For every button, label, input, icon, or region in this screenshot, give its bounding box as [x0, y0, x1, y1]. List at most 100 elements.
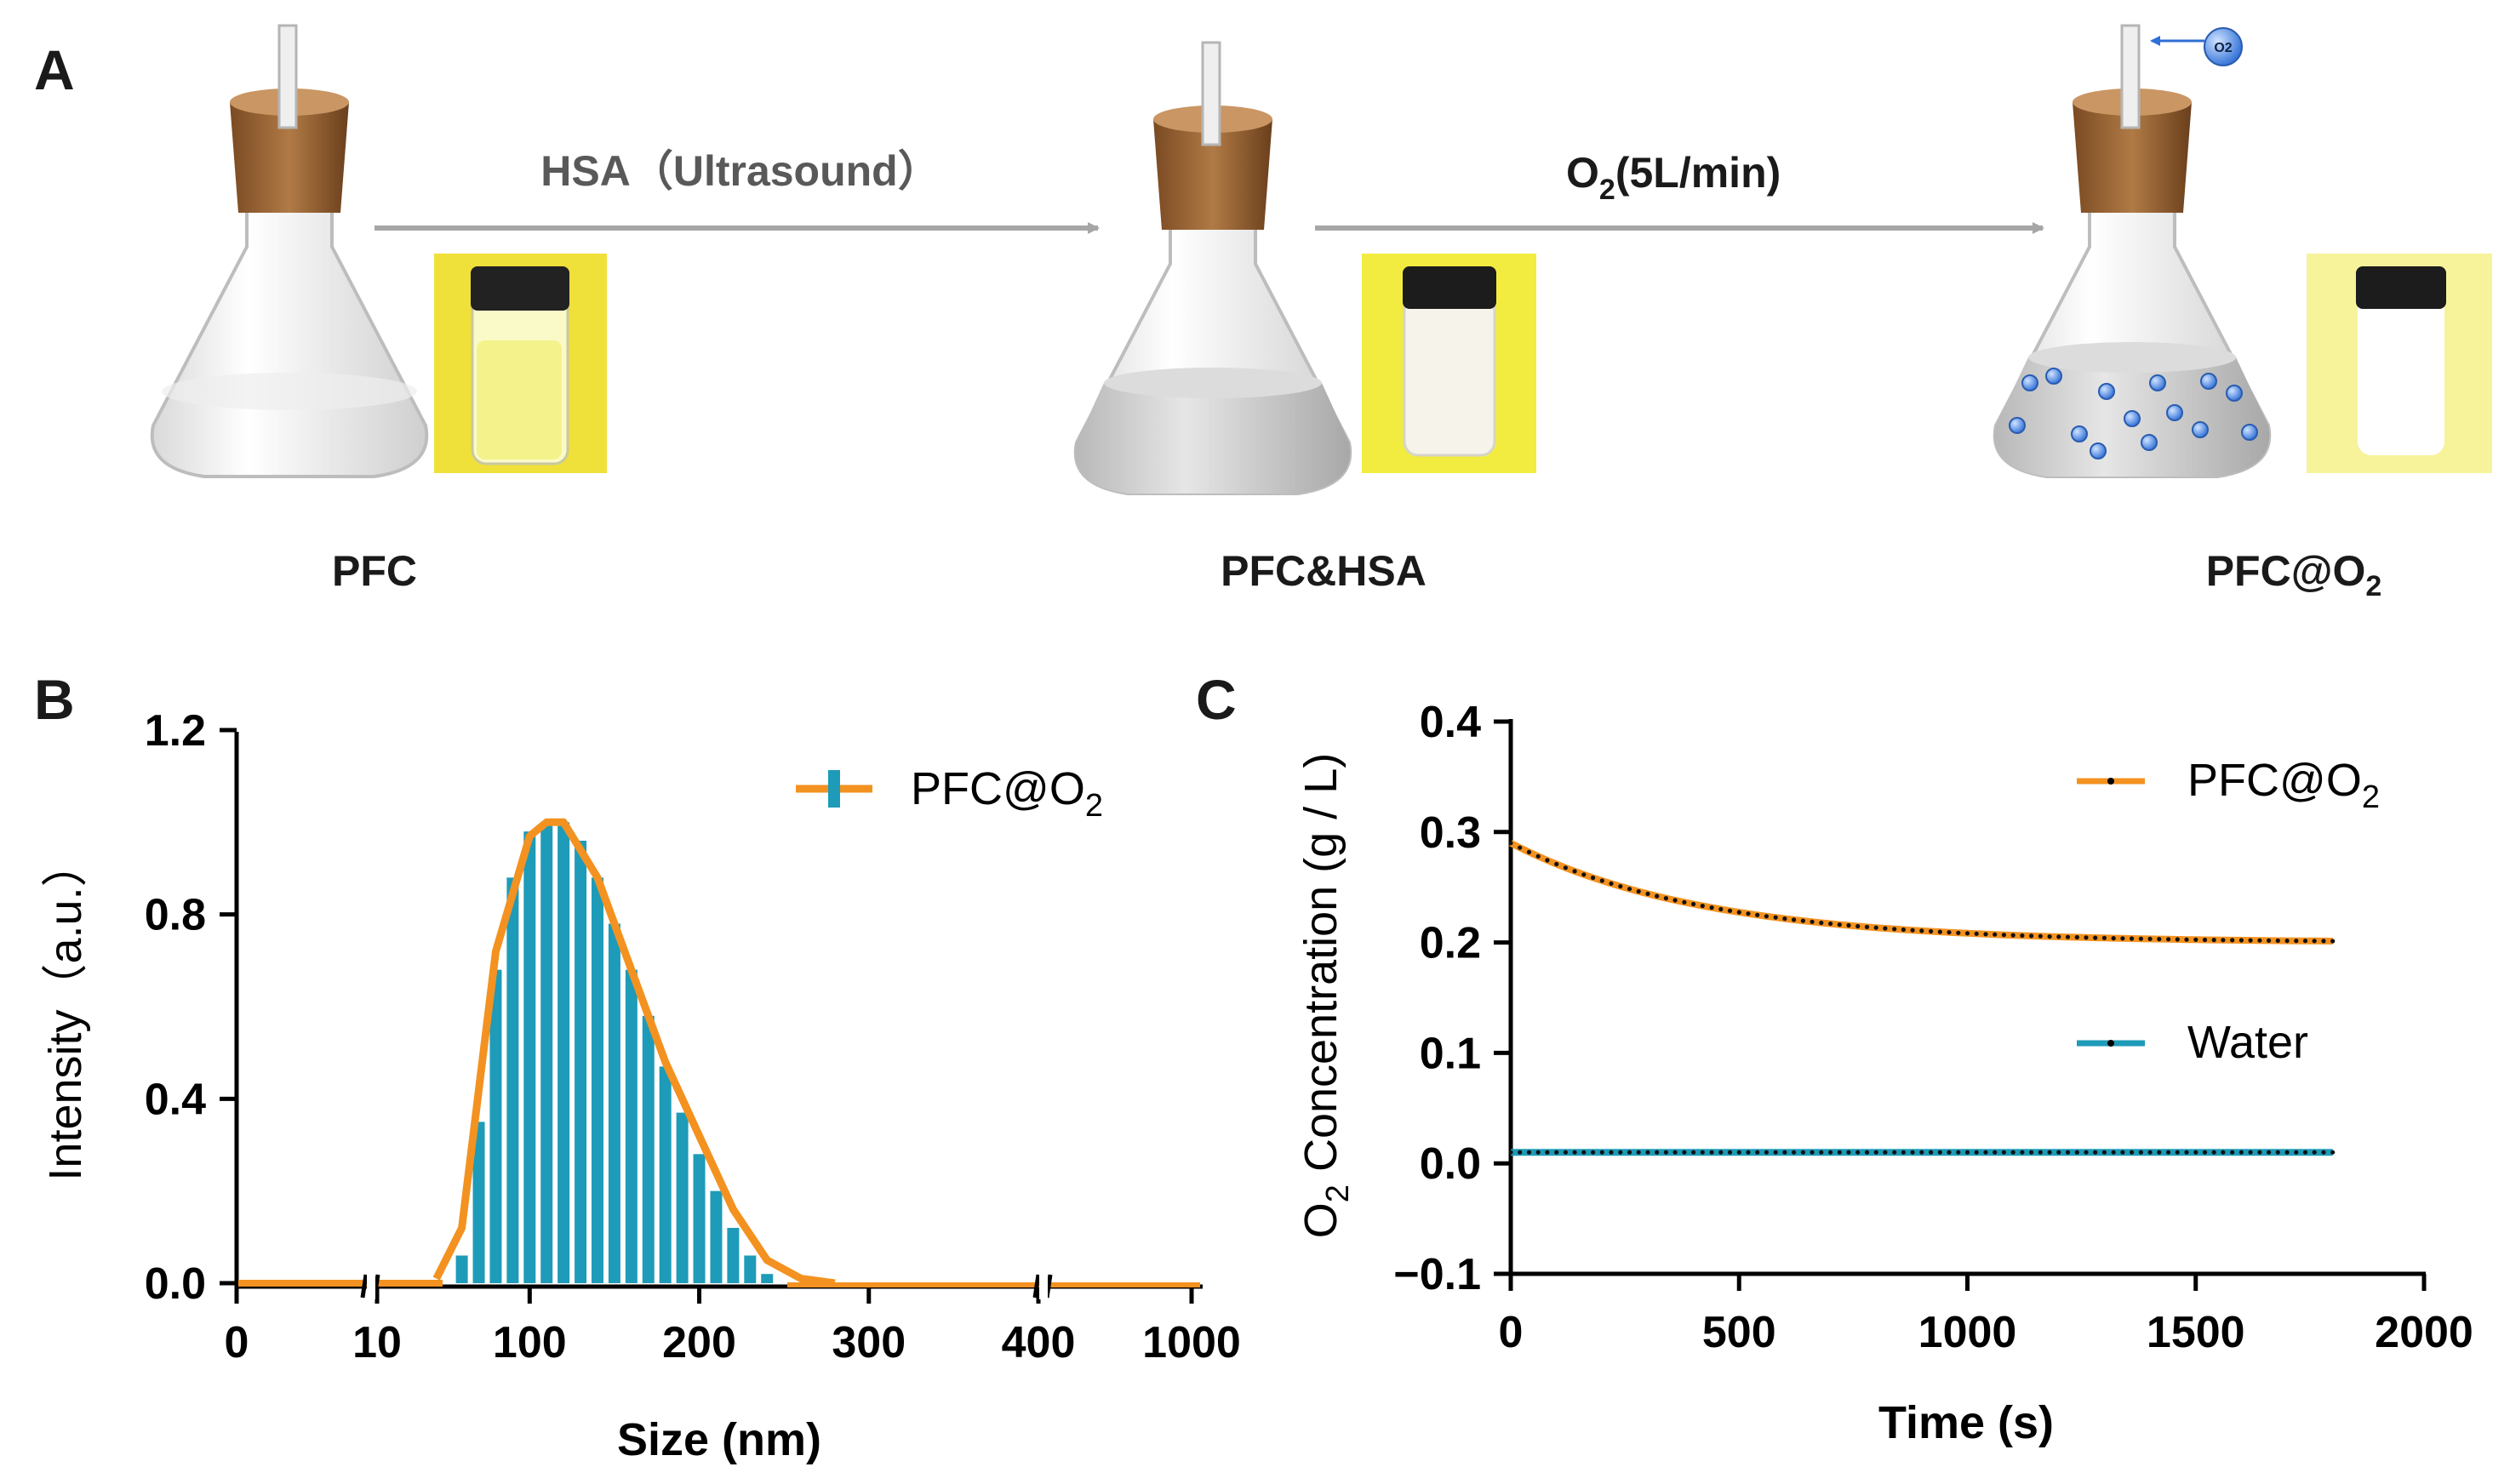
data-point	[2257, 938, 2262, 943]
data-point	[2093, 935, 2098, 940]
data-point	[1846, 922, 1851, 928]
data-point	[1627, 1150, 1632, 1155]
data-point	[1618, 884, 1623, 889]
data-point	[1883, 926, 1888, 931]
data-point	[1682, 1150, 1687, 1155]
panel-c: C −0.1 0.0 0.1 0.2 0.3 0.4 0 500 1000 1500 2000 T…	[1196, 668, 2473, 1448]
data-point	[1554, 1150, 1559, 1155]
y-tick-label: 0.4	[145, 1075, 206, 1124]
panel-c-legend: PFC@O2 Water	[2077, 755, 2380, 1068]
data-point	[1563, 865, 1568, 870]
data-point	[2020, 1150, 2025, 1155]
data-point	[2284, 1150, 2290, 1155]
arrow-2-label: O2(5L/min)	[1566, 149, 1781, 206]
step-label-pfc: PFC	[332, 547, 417, 595]
data-point	[2157, 937, 2162, 942]
data-point	[1937, 929, 1942, 934]
data-point	[1691, 901, 1696, 907]
data-point	[1700, 904, 1705, 909]
data-point	[1947, 930, 1952, 935]
flask-body	[150, 168, 429, 478]
data-point	[1591, 875, 1596, 881]
data-point	[1636, 1150, 1641, 1155]
data-point	[1518, 1150, 1523, 1155]
legend-bar-swatch	[828, 770, 840, 808]
data-point	[2248, 938, 2253, 943]
data-point	[1645, 891, 1650, 896]
data-point	[2120, 936, 2125, 941]
data-point	[1864, 924, 1870, 929]
data-point	[1736, 910, 1741, 915]
data-point	[1828, 1150, 1833, 1155]
panel-c-y-ticks: −0.1 0.0 0.1 0.2 0.3 0.4	[1393, 698, 1511, 1299]
data-point	[2056, 1150, 2061, 1155]
step-label-pfc-o2: PFC@O2	[2206, 547, 2382, 602]
data-point	[1929, 1150, 1934, 1155]
oxygen-bubbles	[2009, 368, 2258, 459]
data-point	[1800, 918, 1805, 923]
data-point	[2084, 1150, 2089, 1155]
panel-b-x-label: Size (nm)	[617, 1414, 821, 1465]
data-point	[1855, 923, 1861, 929]
data-point	[1526, 1150, 1532, 1155]
data-point	[1581, 872, 1587, 877]
data-point	[1901, 1150, 1906, 1155]
data-point	[1599, 1150, 1604, 1155]
bar	[744, 1255, 757, 1283]
data-point	[1956, 1150, 1961, 1155]
data-point	[2312, 939, 2317, 944]
data-point	[2284, 939, 2290, 944]
data-point	[1964, 931, 1970, 936]
data-point	[1508, 1150, 1513, 1155]
data-point	[2147, 936, 2153, 941]
data-point	[2275, 938, 2280, 944]
flask-pfc	[150, 24, 429, 478]
bar	[727, 1228, 740, 1283]
data-point	[1855, 1150, 1861, 1155]
data-point	[1672, 1150, 1678, 1155]
cork	[230, 102, 349, 213]
data-point	[2202, 1150, 2208, 1155]
x-tick-label: 500	[1702, 1308, 1776, 1357]
data-point	[1535, 853, 1541, 859]
bar	[523, 831, 536, 1283]
bar	[676, 1112, 689, 1283]
data-point	[1727, 908, 1733, 913]
data-point	[1983, 932, 1988, 937]
data-point	[1919, 928, 1924, 933]
bar	[455, 1255, 468, 1283]
series-line-pfc-o2	[1509, 840, 2333, 945]
data-point	[2211, 1150, 2216, 1155]
data-point	[2321, 939, 2326, 944]
x-tick-label: 300	[832, 1318, 906, 1367]
data-point	[2238, 1150, 2244, 1155]
x-tick-label: 1000	[1918, 1308, 2017, 1357]
bar	[489, 969, 502, 1283]
data-point	[2211, 938, 2216, 943]
data-point	[1819, 1150, 1824, 1155]
data-point	[2120, 1150, 2125, 1155]
data-point	[1599, 878, 1604, 883]
data-point	[2111, 936, 2116, 941]
y-tick-label: 0.2	[1420, 919, 1481, 968]
x-tick-label: 200	[662, 1318, 736, 1367]
data-point	[2130, 936, 2135, 941]
data-point	[1700, 1150, 1705, 1155]
legend-label-water: Water	[2187, 1017, 2308, 1068]
data-point	[2047, 934, 2052, 939]
data-point	[1782, 916, 1787, 922]
data-point	[2130, 1150, 2135, 1155]
data-point	[1837, 1150, 1842, 1155]
data-point	[2221, 938, 2226, 943]
bar	[761, 1274, 774, 1283]
o2-molecule-label: O2	[2214, 41, 2232, 55]
data-point	[2001, 1150, 2006, 1155]
data-point	[2184, 937, 2189, 942]
bar	[472, 1122, 485, 1283]
panel-b-x-ticks: 0 10 100 200 300 400 1000	[225, 1287, 1241, 1367]
data-point	[1947, 1150, 1952, 1155]
o2-molecule-icon	[2204, 27, 2243, 66]
panel-c-x-ticks: 0 500 1000 1500 2000	[1499, 1274, 2473, 1357]
data-point	[2074, 934, 2079, 940]
data-point	[2312, 1150, 2317, 1155]
